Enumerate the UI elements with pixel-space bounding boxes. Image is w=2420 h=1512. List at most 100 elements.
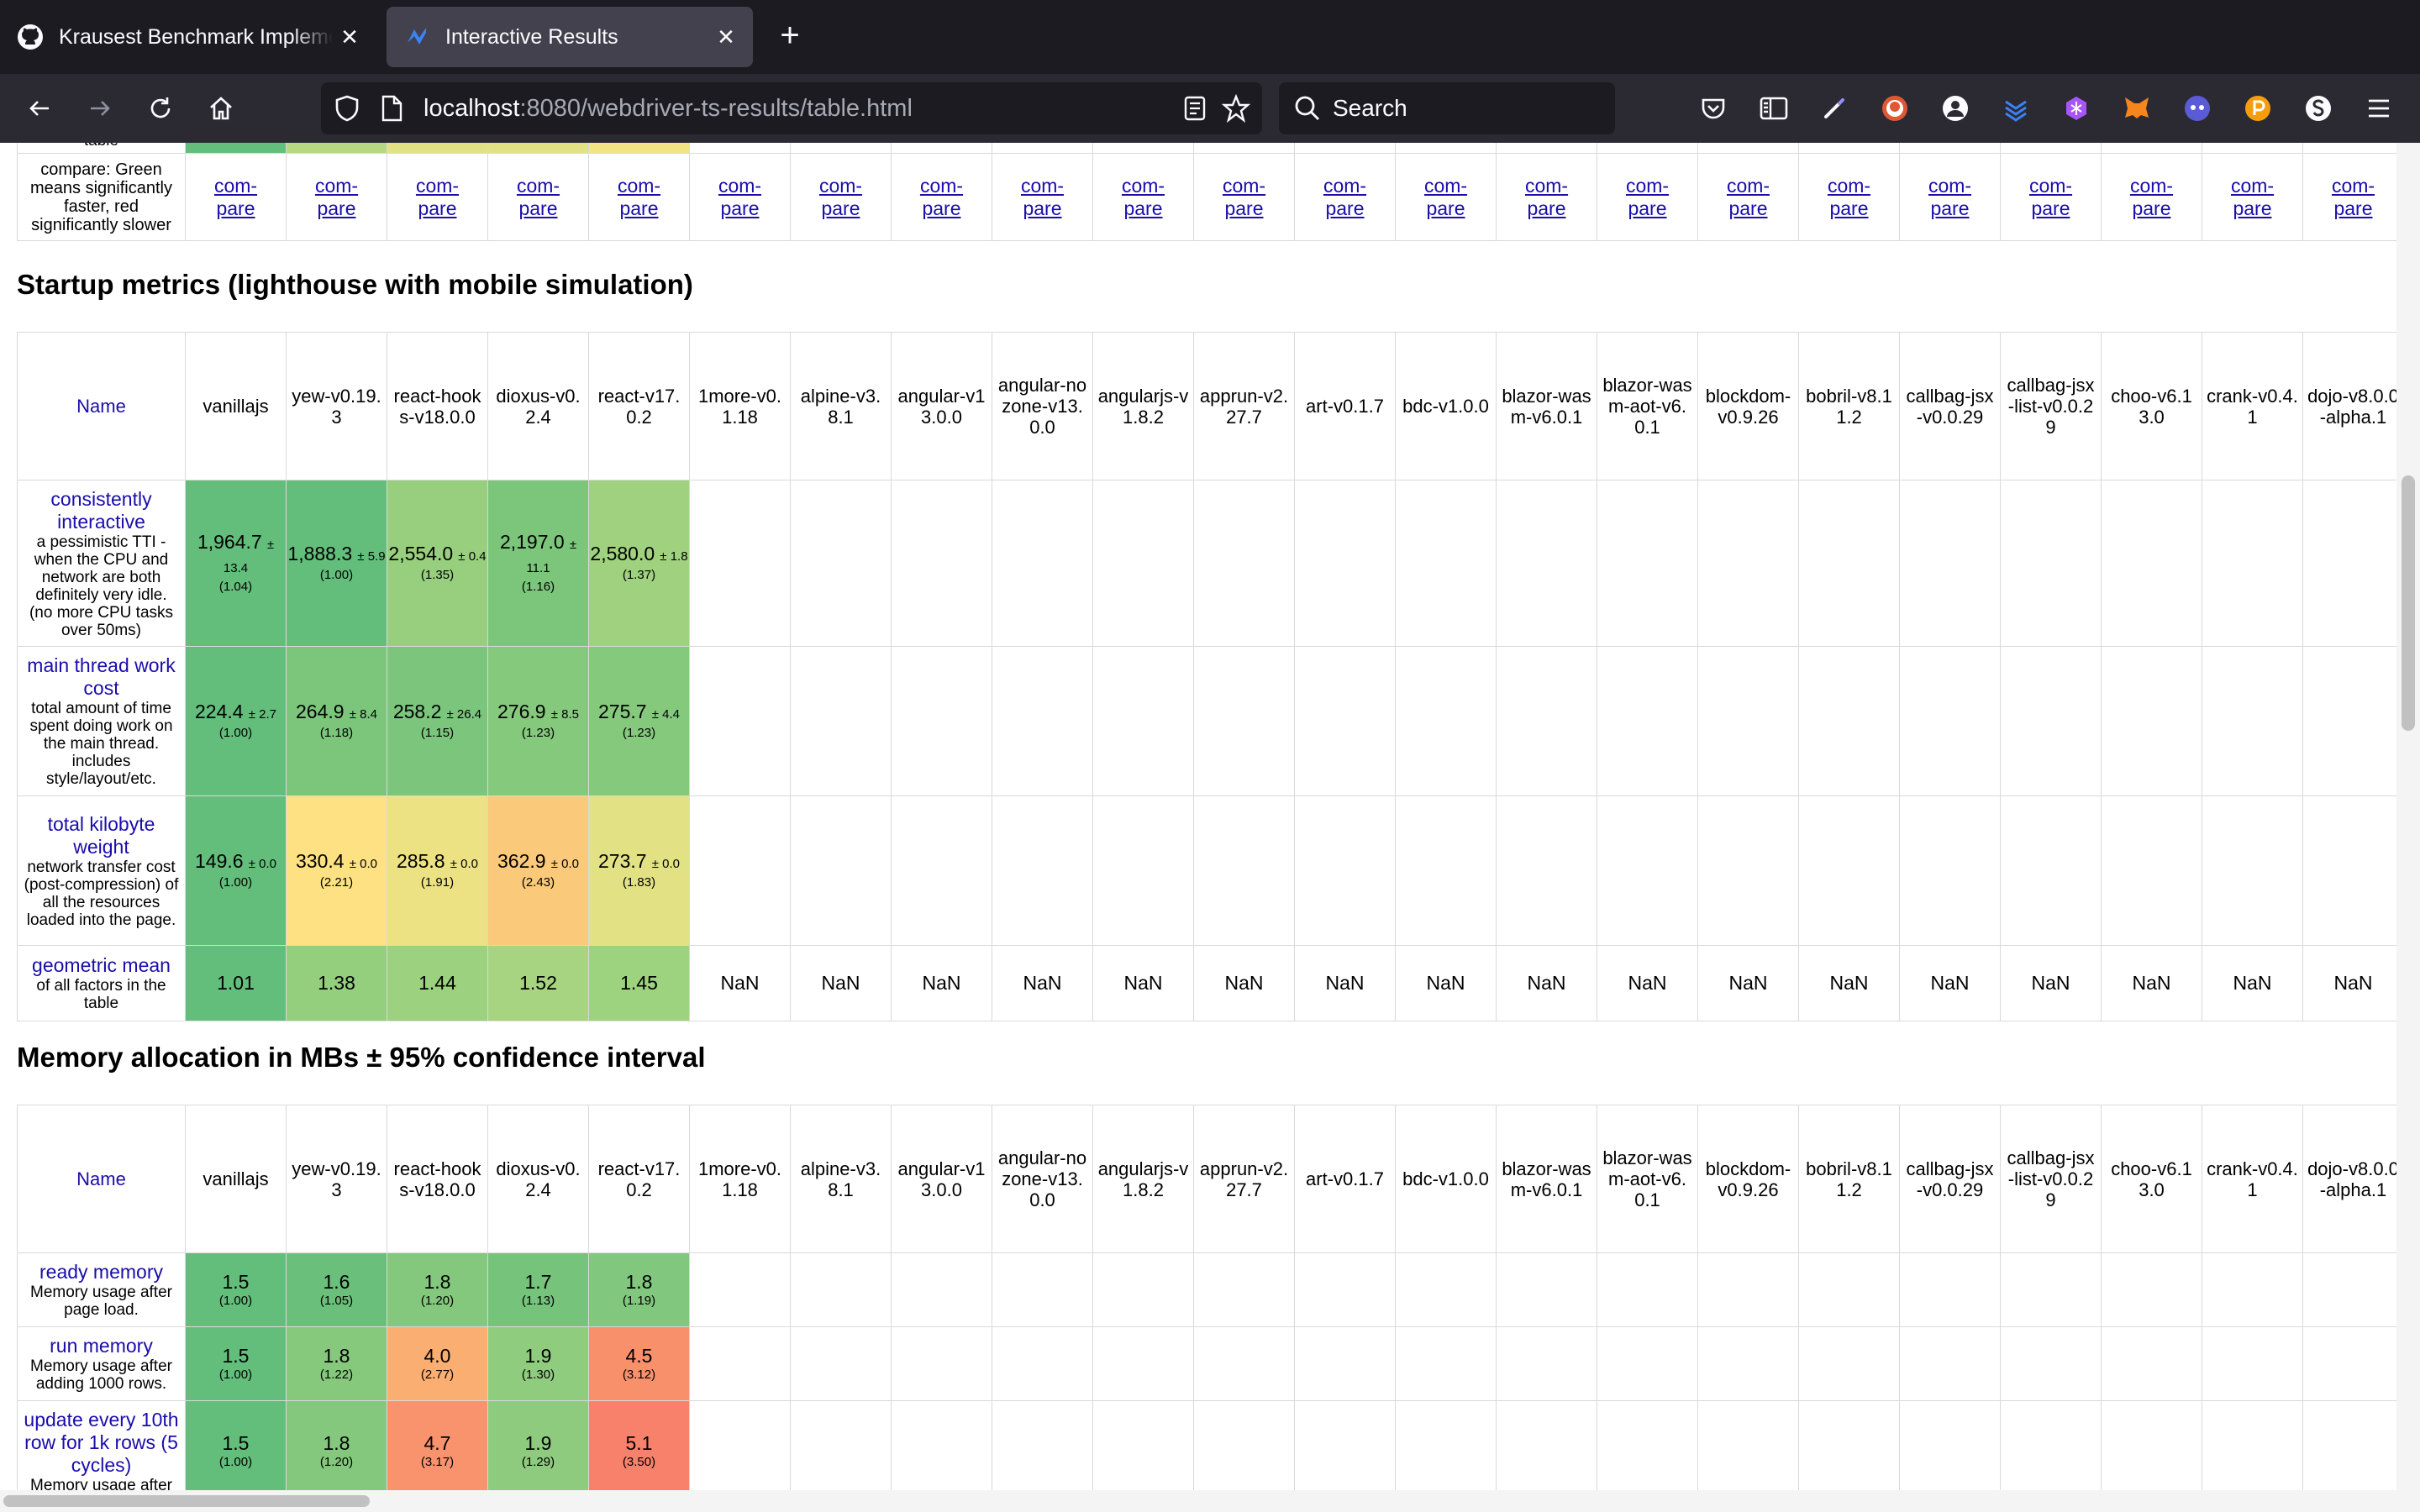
reload-button[interactable] bbox=[139, 87, 182, 129]
metric-description: total amount of time spent doing work on… bbox=[29, 700, 173, 788]
home-button[interactable] bbox=[200, 87, 242, 129]
horizontal-scroll-thumb[interactable] bbox=[3, 1495, 370, 1507]
vertical-scrollbar[interactable] bbox=[2396, 143, 2420, 1490]
reader-view-icon[interactable] bbox=[1183, 95, 1207, 126]
metric-name-link[interactable]: run memory bbox=[50, 1335, 153, 1357]
compare-link[interactable]: com-pare bbox=[1423, 174, 1468, 219]
result-cell bbox=[1597, 646, 1698, 796]
new-tab-button[interactable]: + bbox=[780, 17, 800, 54]
metric-name-link[interactable]: update every 10th row for 1k rows (5 cyc… bbox=[24, 1408, 179, 1476]
confidence-interval: ± 11.1 bbox=[526, 538, 577, 575]
tab-krausest[interactable]: Krausest Benchmark Implementat ✕ bbox=[0, 7, 376, 67]
compare-link[interactable]: com-pare bbox=[1020, 174, 1065, 219]
metric-name-link[interactable]: main thread work cost bbox=[27, 654, 176, 699]
pocket-icon[interactable] bbox=[1692, 87, 1734, 129]
horizontal-scrollbar[interactable] bbox=[0, 1490, 2420, 1512]
compare-link[interactable]: com-pare bbox=[2129, 174, 2174, 219]
result-cell bbox=[992, 480, 1093, 647]
name-column-header[interactable]: Name bbox=[17, 332, 186, 480]
confidence-interval: ± 0.0 bbox=[651, 857, 680, 871]
geomean-nan: NaN bbox=[1123, 972, 1163, 994]
url-path: :8080/webdriver-ts-results/table.html bbox=[519, 94, 913, 122]
compare-link[interactable]: com-pare bbox=[2230, 174, 2275, 219]
compare-link[interactable]: com-pare bbox=[1827, 174, 1871, 219]
slowdown-factor: (1.20) bbox=[319, 1454, 354, 1469]
slowdown-factor: (3.17) bbox=[420, 1454, 455, 1469]
tab-interactive-results[interactable]: Interactive Results ✕ bbox=[387, 7, 753, 67]
previous-results-table: tablecompare: Green means significantly … bbox=[17, 143, 2404, 241]
result-cell: NaN bbox=[992, 945, 1093, 1021]
compare-link[interactable]: com-pare bbox=[1625, 174, 1670, 219]
eyedropper-icon[interactable] bbox=[1813, 87, 1855, 129]
compare-link[interactable]: com-pare bbox=[2331, 174, 2375, 219]
bookmark-star-icon[interactable] bbox=[1221, 93, 1251, 127]
compare-link[interactable]: com-pare bbox=[415, 174, 460, 219]
duckduckgo-icon[interactable] bbox=[1874, 87, 1916, 129]
metric-name-link[interactable]: ready memory bbox=[39, 1261, 163, 1283]
metric-name-link[interactable]: total kilobyte weight bbox=[47, 812, 155, 858]
result-cell bbox=[2000, 143, 2102, 154]
framework-header: react-v17.0.2 bbox=[588, 332, 690, 480]
result-value: 1.8 bbox=[323, 1344, 350, 1367]
compare-link[interactable]: com-pare bbox=[1121, 174, 1165, 219]
compare-link[interactable]: com-pare bbox=[818, 174, 863, 219]
result-cell bbox=[2302, 795, 2404, 946]
compare-cell: com-pare bbox=[2101, 153, 2202, 241]
stack-extension-icon[interactable] bbox=[1995, 87, 2037, 129]
compare-link[interactable]: com-pare bbox=[314, 174, 359, 219]
compare-link[interactable]: com-pare bbox=[919, 174, 964, 219]
menu-icon[interactable] bbox=[2358, 87, 2400, 129]
compare-link[interactable]: com-pare bbox=[1222, 174, 1266, 219]
metric-name-link[interactable]: consistently interactive bbox=[50, 487, 152, 533]
result-value: 275.7 bbox=[598, 701, 647, 722]
metamask-fox-icon[interactable] bbox=[2116, 87, 2158, 129]
compare-link[interactable]: com-pare bbox=[1323, 174, 1367, 219]
compare-cell: com-pare bbox=[891, 153, 992, 241]
result-cell bbox=[2302, 646, 2404, 796]
compare-link[interactable]: com-pare bbox=[1726, 174, 1770, 219]
metric-name-link[interactable]: geometric mean bbox=[32, 954, 171, 976]
close-tab-icon[interactable]: ✕ bbox=[717, 24, 735, 50]
framework-header: dioxus-v0.2.4 bbox=[487, 332, 589, 480]
framework-header: bdc-v1.0.0 bbox=[1395, 1105, 1497, 1253]
sidebar-icon[interactable] bbox=[1753, 87, 1795, 129]
vertical-scroll-thumb[interactable] bbox=[2402, 475, 2415, 731]
result-value: 330.4 bbox=[296, 850, 345, 872]
address-bar[interactable]: localhost:8080/webdriver-ts-results/tabl… bbox=[321, 82, 1262, 134]
framework-header: react-hooks-v18.0.0 bbox=[387, 332, 488, 480]
account-icon[interactable] bbox=[1934, 87, 1976, 129]
framework-header: angular-nozone-v13.0.0 bbox=[992, 1105, 1093, 1253]
back-button[interactable] bbox=[18, 87, 60, 129]
hexagon-extension-icon[interactable] bbox=[2055, 87, 2097, 129]
s-extension-icon[interactable] bbox=[2297, 87, 2339, 129]
confidence-interval: ± 0.0 bbox=[349, 857, 377, 871]
compare-link[interactable]: com-pare bbox=[1928, 174, 1972, 219]
coin-extension-icon[interactable] bbox=[2237, 87, 2279, 129]
compare-cell: com-pare bbox=[487, 153, 589, 241]
name-column-header[interactable]: Name bbox=[17, 1105, 186, 1253]
table-row: consistently interactive a pessimistic TT… bbox=[17, 480, 2404, 647]
search-bar[interactable]: Search bbox=[1279, 82, 1615, 134]
compare-link[interactable]: com-pare bbox=[1524, 174, 1569, 219]
slowdown-factor: (1.20) bbox=[420, 1293, 455, 1308]
compare-link[interactable]: com-pare bbox=[2028, 174, 2073, 219]
result-value: 1,964.7 bbox=[197, 531, 262, 553]
close-tab-icon[interactable]: ✕ bbox=[340, 24, 359, 50]
compare-link[interactable]: com-pare bbox=[718, 174, 762, 219]
table-row: total kilobyte weight network transfer co… bbox=[17, 795, 2404, 946]
shield-icon[interactable] bbox=[333, 94, 361, 127]
compare-link[interactable]: com-pare bbox=[213, 174, 258, 219]
page-info-icon[interactable] bbox=[380, 95, 403, 126]
result-cell bbox=[891, 795, 992, 946]
chat-extension-icon[interactable] bbox=[2176, 87, 2218, 129]
result-cell bbox=[387, 143, 488, 154]
compare-link[interactable]: com-pare bbox=[516, 174, 560, 219]
forward-button[interactable] bbox=[79, 87, 121, 129]
compare-link[interactable]: com-pare bbox=[617, 174, 661, 219]
framework-header: alpine-v3.8.1 bbox=[790, 332, 892, 480]
framework-header: vanillajs bbox=[185, 1105, 287, 1253]
confidence-interval: ± 5.9 bbox=[357, 549, 386, 564]
geomean-nan: NaN bbox=[2333, 972, 2373, 994]
result-value: 149.6 bbox=[195, 850, 244, 872]
geomean-nan: NaN bbox=[1426, 972, 1465, 994]
